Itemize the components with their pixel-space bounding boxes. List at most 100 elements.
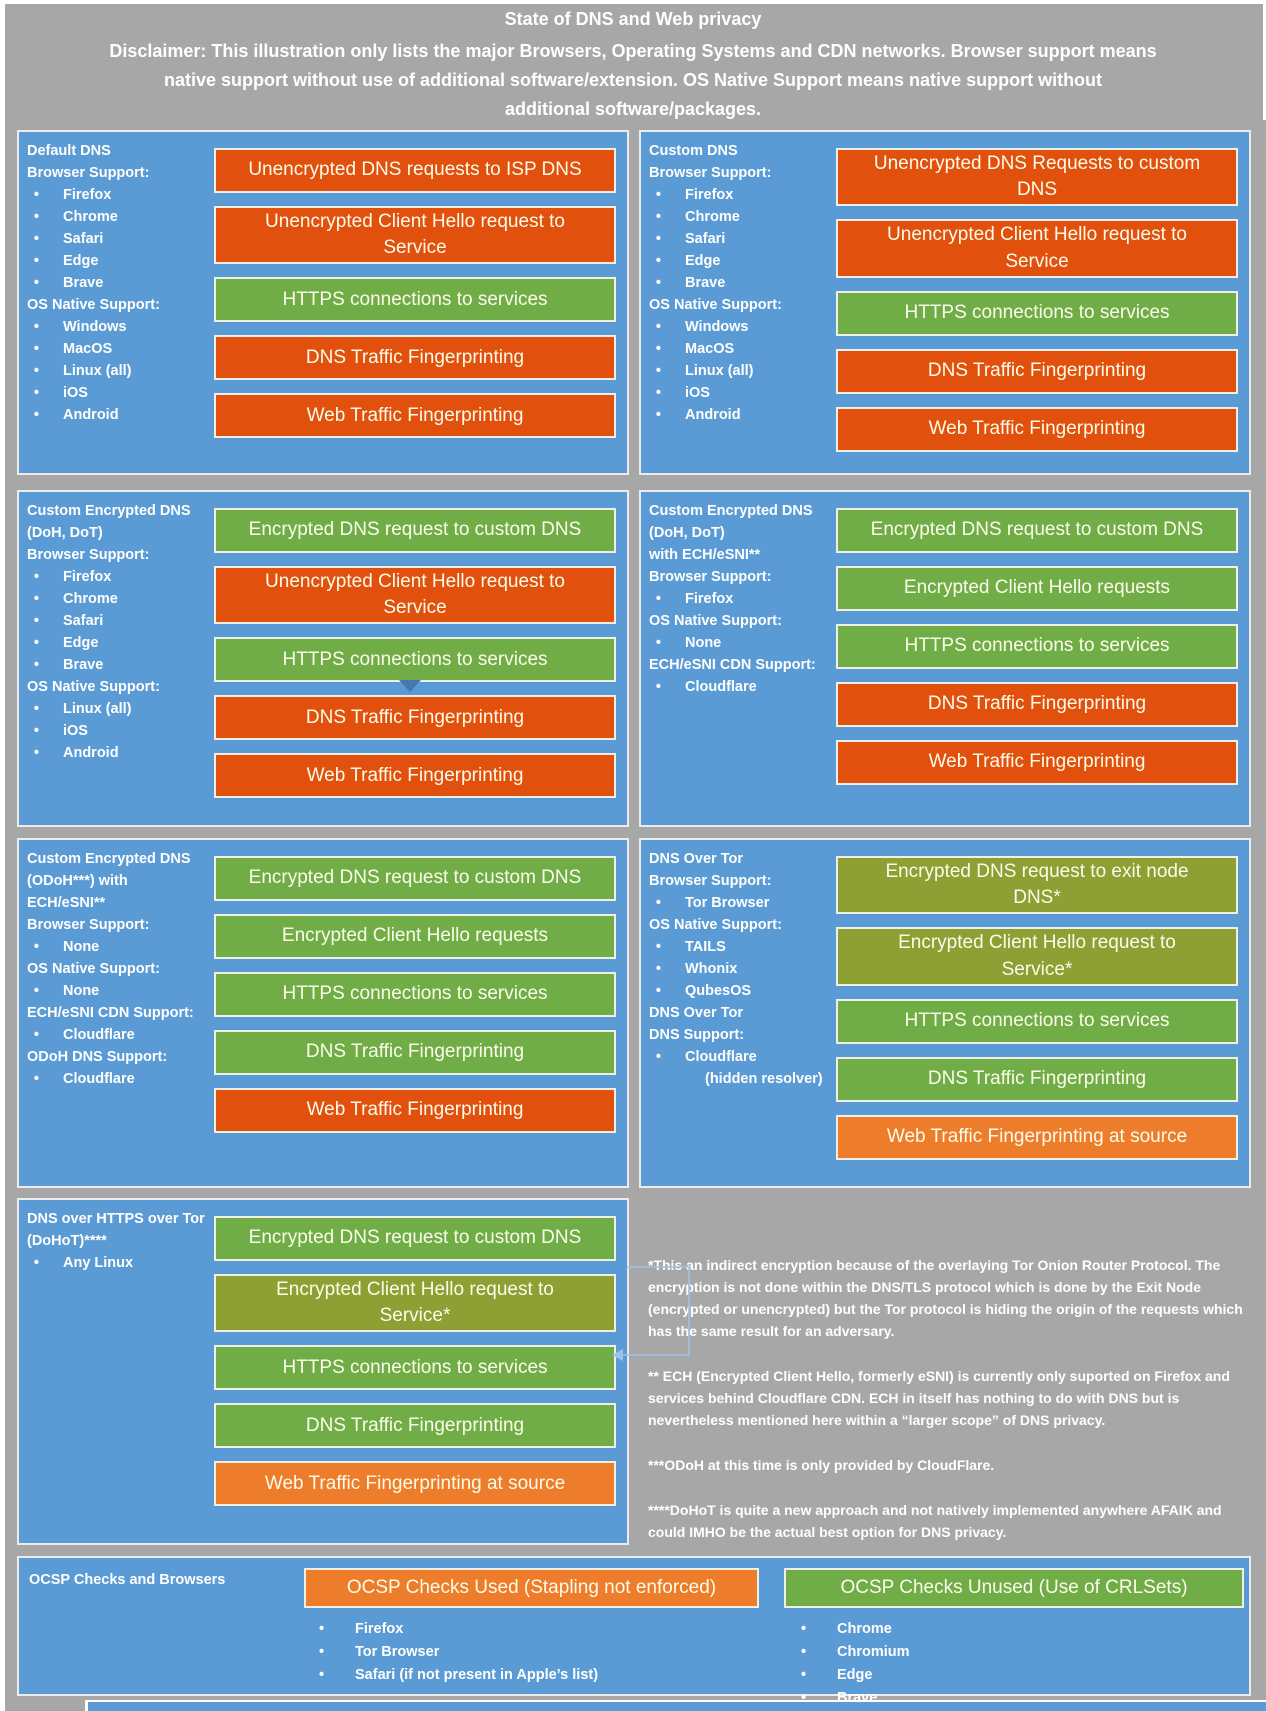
sidebar-text: Chrome	[685, 209, 740, 225]
sidebar-entry: • MacOS	[19, 338, 214, 360]
sidebar-entry: • iOS	[19, 382, 214, 404]
bullet-icon: •	[655, 983, 661, 999]
sidebar-entry: • (hidden resolver)	[641, 1068, 836, 1090]
panel-ocsp: OCSP Checks and Browsers OCSP Checks Use…	[17, 1556, 1251, 1706]
ocsp-item-text: Chromium	[837, 1644, 910, 1660]
bullet-icon: •	[33, 613, 39, 629]
sidebar-entry: • Chrome	[641, 206, 836, 228]
bullet-icon: •	[655, 363, 661, 379]
sidebar-text: Custom Encrypted DNS	[27, 503, 191, 519]
footnote-paragraph: ***ODoH at this time is only provided by…	[648, 1457, 995, 1473]
ocsp-list-item: • Tor Browser	[319, 1641, 598, 1664]
sidebar-text: Safari	[685, 231, 726, 247]
sidebar-entry: • Default DNS	[19, 140, 214, 162]
panel-custom-encrypted-dns-doh-dot: • Custom Encrypted DNS • (DoH, DoT) • Br…	[17, 490, 629, 827]
sidebar-entry: • Cloudflare	[641, 1046, 836, 1068]
bullet-icon: •	[655, 939, 661, 955]
sidebar-entry: • Android	[641, 404, 836, 426]
sidebar-entry: • with ECH/eSNI**	[641, 544, 836, 566]
status-box: DNS Traffic Fingerprinting	[836, 682, 1238, 727]
sidebar-text: OS Native Support:	[649, 613, 782, 629]
sidebar-entry: • Cloudflare	[19, 1024, 214, 1046]
sidebar-entry: • Android	[19, 404, 214, 426]
status-box: Encrypted Client Hello requests	[214, 914, 616, 959]
sidebar-text: Android	[685, 407, 741, 423]
panel-boxes: Encrypted DNS request to custom DNS Unen…	[214, 492, 627, 825]
ocsp-used-list: • Firefox • Tor Browser • Safari (if not…	[319, 1618, 598, 1687]
sidebar-entry: • (DoH, DoT)	[19, 522, 214, 544]
bullet-icon: •	[33, 1071, 39, 1087]
sidebar-entry: • Chrome	[19, 588, 214, 610]
bullet-icon: •	[33, 701, 39, 717]
panel-boxes: Encrypted DNS request to custom DNS Encr…	[214, 1200, 627, 1543]
panel-custom-dns: • Custom DNS • Browser Support: • Firefo…	[639, 130, 1251, 475]
bullet-icon: •	[33, 341, 39, 357]
sidebar-text: Whonix	[685, 961, 738, 977]
bullet-icon: •	[655, 187, 661, 203]
ocsp-item-text: Firefox	[355, 1621, 404, 1637]
sidebar-text: iOS	[63, 385, 88, 401]
sidebar-text: (hidden resolver)	[705, 1071, 823, 1087]
ocsp-list-item: • Firefox	[319, 1618, 598, 1641]
sidebar-entry: • Edge	[641, 250, 836, 272]
ocsp-list-item: • Safari (if not present in Apple’s list…	[319, 1664, 598, 1687]
status-box: HTTPS connections to services	[214, 277, 616, 323]
status-box: DNS Traffic Fingerprinting	[214, 695, 616, 741]
sidebar-entry: • Custom Encrypted DNS	[19, 848, 214, 870]
sidebar-entry: • Firefox	[641, 588, 836, 610]
bullet-icon: •	[655, 635, 661, 651]
page-edge-right	[1263, 0, 1266, 120]
sidebar-text: Firefox	[685, 591, 734, 607]
status-box: Web Traffic Fingerprinting	[836, 740, 1238, 785]
status-box: Encrypted DNS request to exit node DNS*	[836, 856, 1238, 915]
sidebar-text: Browser Support:	[649, 873, 772, 889]
bullet-icon: •	[33, 187, 39, 203]
sidebar-text: with ECH/eSNI**	[649, 547, 761, 563]
sidebar-entry: • Linux (all)	[641, 360, 836, 382]
sidebar-entry: • (ODoH***) with	[19, 870, 214, 892]
panel-custom-encrypted-dns-ech: • Custom Encrypted DNS • (DoH, DoT) • wi…	[639, 490, 1251, 827]
sidebar-text: Default DNS	[27, 143, 111, 159]
sidebar-text: Chrome	[63, 591, 118, 607]
sidebar-entry: • ECH/eSNI**	[19, 892, 214, 914]
bullet-icon: •	[33, 1255, 39, 1271]
sidebar-text: iOS	[63, 723, 88, 739]
sidebar-text: Android	[63, 407, 119, 423]
bullet-icon: •	[801, 1644, 807, 1660]
sidebar-entry: • OS Native Support:	[641, 914, 836, 936]
sidebar-entry: • ECH/eSNI CDN Support:	[19, 1002, 214, 1024]
sidebar-text: QubesOS	[685, 983, 752, 999]
status-box: Web Traffic Fingerprinting at source	[836, 1114, 1238, 1160]
bullet-icon: •	[801, 1621, 807, 1637]
disclaimer-text: Disclaimer: This illustration only lists…	[109, 41, 1157, 119]
page-edge-left	[0, 0, 5, 1711]
panel-sidebar: • Custom DNS • Browser Support: • Firefo…	[641, 132, 836, 473]
bullet-icon: •	[655, 1049, 661, 1065]
sidebar-entry: • Linux (all)	[19, 360, 214, 382]
panel-boxes: Unencrypted DNS requests to ISP DNS Unen…	[214, 132, 627, 473]
bullet-icon: •	[33, 1027, 39, 1043]
bullet-icon: •	[33, 363, 39, 379]
sidebar-entry: • Browser Support:	[641, 162, 836, 184]
bullet-icon: •	[33, 569, 39, 585]
sidebar-entry: • Any Linux	[19, 1252, 214, 1274]
status-box: HTTPS connections to services	[836, 998, 1238, 1044]
sidebar-entry: • Whonix	[641, 958, 836, 980]
sidebar-entry: • ECH/eSNI CDN Support:	[641, 654, 836, 676]
bullet-icon: •	[33, 939, 39, 955]
sidebar-entry: • (DoH, DoT)	[641, 522, 836, 544]
sidebar-text: Edge	[63, 253, 99, 269]
ocsp-list-item: • Edge	[801, 1664, 910, 1687]
sidebar-text: OS Native Support:	[649, 917, 782, 933]
sidebar-text: Cloudflare	[685, 1049, 757, 1065]
bullet-icon: •	[33, 723, 39, 739]
sidebar-text: DNS Over Tor	[649, 851, 744, 867]
page-title: State of DNS and Web privacy	[504, 9, 762, 29]
sidebar-entry: • Firefox	[641, 184, 836, 206]
ocsp-list-item: • Chrome	[801, 1618, 910, 1641]
bullet-icon: •	[33, 635, 39, 651]
sidebar-entry: • OS Native Support:	[19, 676, 214, 698]
sidebar-text: (DoHoT)****	[27, 1233, 107, 1249]
ocsp-unused-list: • Chrome • Chromium • Edge • Brave	[801, 1618, 910, 1710]
